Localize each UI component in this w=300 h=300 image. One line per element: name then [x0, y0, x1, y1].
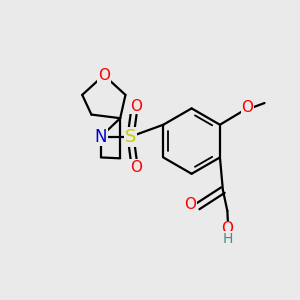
Text: O: O	[130, 98, 142, 113]
Text: O: O	[221, 221, 233, 236]
Text: O: O	[98, 68, 110, 82]
Text: S: S	[125, 128, 136, 146]
Text: O: O	[184, 197, 196, 212]
Text: H: H	[222, 232, 233, 246]
Text: O: O	[242, 100, 254, 115]
Text: N: N	[94, 128, 107, 146]
Text: O: O	[130, 160, 142, 175]
